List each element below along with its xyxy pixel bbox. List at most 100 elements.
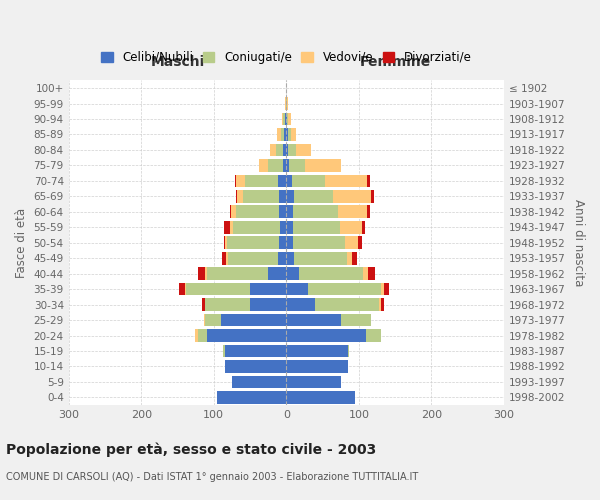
Text: Popolazione per età, sesso e stato civile - 2003: Popolazione per età, sesso e stato civil… — [6, 442, 376, 457]
Bar — [224, 344, 286, 358]
Bar — [296, 144, 311, 156]
Bar — [283, 144, 286, 156]
Bar — [379, 298, 380, 311]
Bar — [362, 221, 365, 234]
Bar — [223, 344, 224, 358]
Bar — [286, 329, 366, 342]
Bar — [348, 344, 349, 358]
Bar — [293, 236, 345, 249]
Bar — [367, 206, 370, 218]
Bar — [288, 144, 296, 156]
Bar — [286, 344, 348, 358]
Bar — [278, 174, 286, 187]
Bar — [268, 159, 283, 172]
Bar — [347, 252, 352, 264]
Bar — [186, 283, 250, 296]
Bar — [226, 252, 227, 264]
Bar — [205, 298, 250, 311]
Bar — [231, 206, 236, 218]
Bar — [293, 206, 338, 218]
Bar — [198, 268, 205, 280]
Bar — [202, 298, 205, 311]
Bar — [286, 190, 293, 202]
Bar — [286, 252, 294, 264]
Bar — [259, 159, 268, 172]
Bar — [305, 159, 341, 172]
Bar — [276, 144, 283, 156]
Bar — [286, 159, 289, 172]
Bar — [366, 329, 380, 342]
Bar — [221, 314, 286, 326]
Bar — [283, 112, 285, 126]
Bar — [287, 97, 288, 110]
Bar — [371, 190, 374, 202]
Bar — [286, 360, 348, 373]
Bar — [286, 206, 293, 218]
Bar — [206, 268, 268, 280]
Bar — [205, 314, 221, 326]
Bar — [236, 206, 279, 218]
Text: Femmine: Femmine — [359, 56, 431, 70]
Y-axis label: Fasce di età: Fasce di età — [15, 208, 28, 278]
Bar — [286, 221, 293, 234]
Bar — [227, 252, 278, 264]
Bar — [279, 190, 286, 202]
Bar — [226, 236, 227, 249]
Bar — [250, 298, 286, 311]
Bar — [235, 174, 236, 187]
Bar — [286, 283, 308, 296]
Bar — [294, 252, 347, 264]
Text: COMUNE DI CARSOLI (AQ) - Dati ISTAT 1° gennaio 2003 - Elaborazione TUTTITALIA.IT: COMUNE DI CARSOLI (AQ) - Dati ISTAT 1° g… — [6, 472, 418, 482]
Text: Maschi: Maschi — [151, 56, 205, 70]
Bar — [230, 221, 233, 234]
Bar — [277, 128, 281, 141]
Bar — [383, 283, 389, 296]
Y-axis label: Anni di nascita: Anni di nascita — [572, 199, 585, 286]
Bar — [271, 144, 276, 156]
Bar — [224, 221, 230, 234]
Bar — [289, 159, 305, 172]
Bar — [345, 236, 358, 249]
Bar — [224, 360, 286, 373]
Bar — [279, 206, 286, 218]
Bar — [286, 97, 287, 110]
Bar — [250, 283, 286, 296]
Bar — [290, 128, 296, 141]
Bar — [292, 174, 325, 187]
Bar — [282, 112, 283, 126]
Bar — [195, 329, 198, 342]
Bar — [338, 206, 367, 218]
Bar — [283, 159, 286, 172]
Bar — [279, 236, 286, 249]
Bar — [185, 283, 186, 296]
Bar — [179, 283, 185, 296]
Bar — [340, 221, 362, 234]
Legend: Celibi/Nubili, Coniugati/e, Vedovi/e, Divorziati/e: Celibi/Nubili, Coniugati/e, Vedovi/e, Di… — [97, 47, 475, 68]
Bar — [227, 236, 279, 249]
Bar — [286, 144, 288, 156]
Bar — [233, 221, 280, 234]
Bar — [293, 221, 340, 234]
Bar — [245, 174, 278, 187]
Bar — [236, 174, 245, 187]
Bar — [288, 128, 290, 141]
Bar — [286, 174, 292, 187]
Bar — [287, 112, 289, 126]
Bar — [232, 376, 286, 388]
Bar — [237, 190, 243, 202]
Bar — [230, 206, 231, 218]
Bar — [285, 97, 286, 110]
Bar — [206, 329, 286, 342]
Bar — [286, 298, 316, 311]
Bar — [222, 252, 226, 264]
Bar — [286, 112, 287, 126]
Bar — [293, 190, 334, 202]
Bar — [280, 221, 286, 234]
Bar — [286, 128, 288, 141]
Bar — [286, 268, 299, 280]
Bar — [278, 252, 286, 264]
Bar — [198, 329, 206, 342]
Bar — [268, 268, 286, 280]
Bar — [281, 128, 284, 141]
Bar — [286, 314, 341, 326]
